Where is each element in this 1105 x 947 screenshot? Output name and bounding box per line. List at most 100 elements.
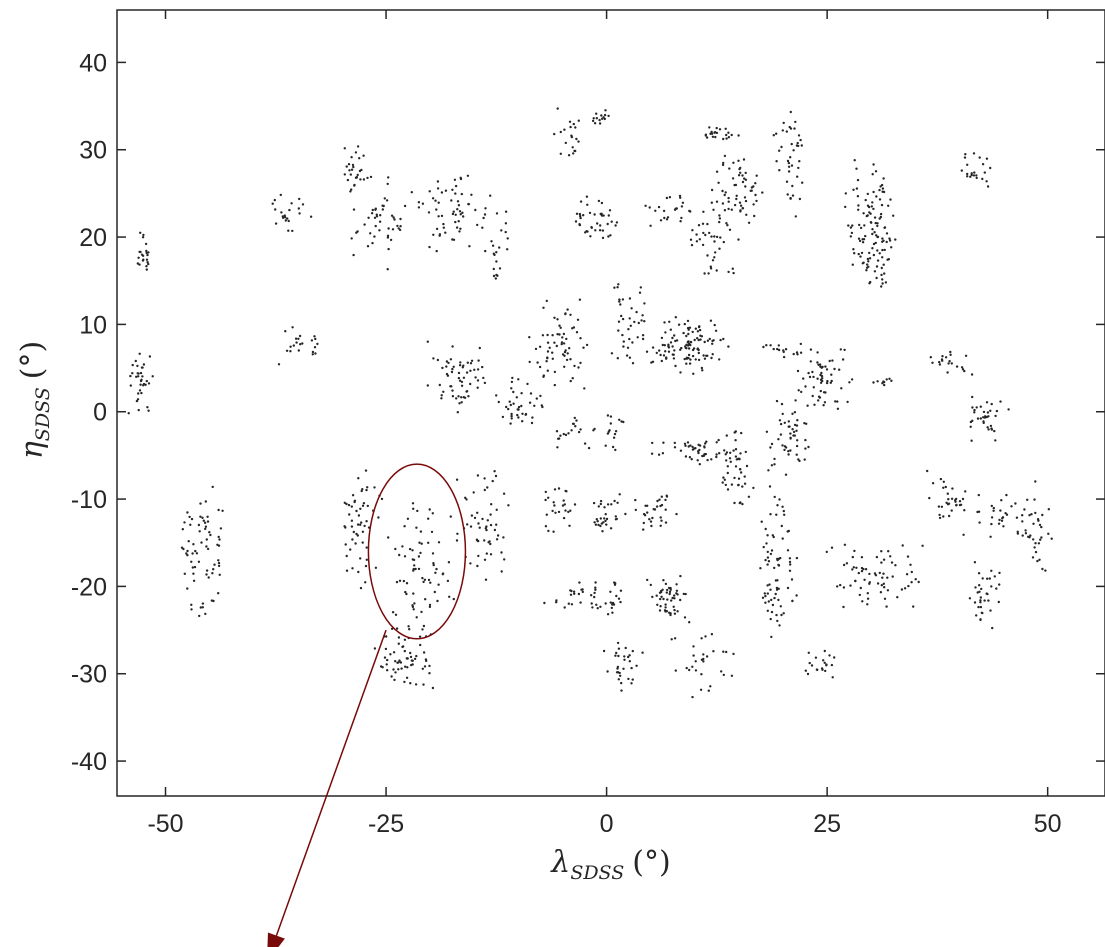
data-point <box>658 349 661 352</box>
data-point <box>356 534 359 537</box>
data-point <box>973 561 977 564</box>
data-point <box>718 452 721 455</box>
data-point <box>873 572 877 575</box>
data-point <box>454 184 458 188</box>
data-point <box>556 107 559 110</box>
data-point <box>820 371 823 375</box>
data-point <box>773 566 776 570</box>
data-point <box>369 232 372 235</box>
data-point <box>1000 499 1003 502</box>
data-point <box>595 117 598 120</box>
data-point <box>387 227 390 230</box>
data-point <box>901 544 904 547</box>
data-point <box>568 120 572 124</box>
data-point <box>421 628 424 631</box>
data-point <box>871 232 874 236</box>
x-tick-label: 50 <box>1034 810 1062 838</box>
data-point <box>966 163 969 166</box>
data-point <box>465 390 469 393</box>
data-point <box>533 404 536 407</box>
data-point <box>849 226 853 229</box>
data-point <box>1047 532 1050 535</box>
data-point <box>715 453 718 456</box>
data-point <box>727 136 731 139</box>
data-point <box>207 576 210 579</box>
data-point <box>371 208 374 212</box>
data-point <box>544 525 548 528</box>
data-point <box>843 543 847 546</box>
data-point <box>363 223 366 226</box>
data-point <box>719 338 722 342</box>
data-point <box>373 486 376 489</box>
data-point <box>601 229 605 232</box>
data-point <box>739 204 743 207</box>
data-point <box>434 199 437 202</box>
data-point <box>489 194 492 197</box>
data-point <box>663 609 667 612</box>
data-point <box>964 153 967 156</box>
data-point <box>573 592 576 595</box>
data-point <box>183 572 186 575</box>
data-point <box>688 621 691 624</box>
data-point <box>990 428 994 431</box>
data-point <box>437 215 440 218</box>
data-point <box>356 230 359 233</box>
data-point <box>273 198 276 202</box>
data-point <box>690 458 693 461</box>
data-point <box>704 233 707 237</box>
data-point <box>685 666 688 670</box>
data-point <box>445 365 448 368</box>
data-point <box>559 434 562 437</box>
data-point <box>875 555 879 559</box>
data-point <box>894 564 897 567</box>
data-point <box>490 240 493 243</box>
data-point <box>981 177 984 181</box>
data-point <box>451 395 455 398</box>
data-point <box>777 557 781 560</box>
data-point <box>863 224 866 227</box>
data-point <box>880 273 883 277</box>
data-point <box>659 589 663 593</box>
data-point <box>728 457 732 460</box>
data-point <box>139 383 142 386</box>
data-point <box>900 588 904 591</box>
data-point <box>718 247 721 250</box>
data-point <box>574 220 578 223</box>
data-point <box>385 663 388 666</box>
data-point <box>852 566 855 569</box>
data-point <box>985 401 989 404</box>
data-point <box>970 373 974 376</box>
data-point <box>781 129 784 132</box>
data-point <box>666 588 669 592</box>
data-point <box>613 499 616 503</box>
data-point <box>352 165 355 169</box>
data-point <box>989 535 992 538</box>
data-point <box>698 328 702 332</box>
data-point <box>921 544 924 547</box>
data-point <box>618 298 621 301</box>
data-point <box>779 433 783 436</box>
data-point <box>616 665 620 669</box>
data-point <box>849 584 852 587</box>
data-point <box>528 360 531 364</box>
data-point <box>863 578 866 581</box>
data-point <box>415 526 418 529</box>
data-point <box>539 394 542 398</box>
data-point <box>504 210 508 213</box>
data-point <box>399 225 402 228</box>
data-point <box>671 353 674 356</box>
data-point <box>490 503 493 506</box>
data-point <box>700 335 704 338</box>
data-point <box>735 458 738 461</box>
data-point <box>775 399 779 403</box>
data-point <box>761 191 764 194</box>
data-point <box>752 486 755 490</box>
data-point <box>780 145 783 149</box>
data-point <box>186 554 189 557</box>
data-point <box>428 664 431 668</box>
data-point <box>641 337 645 341</box>
data-point <box>782 355 786 359</box>
data-point <box>788 425 791 428</box>
data-point <box>700 673 703 676</box>
data-point <box>454 220 457 224</box>
